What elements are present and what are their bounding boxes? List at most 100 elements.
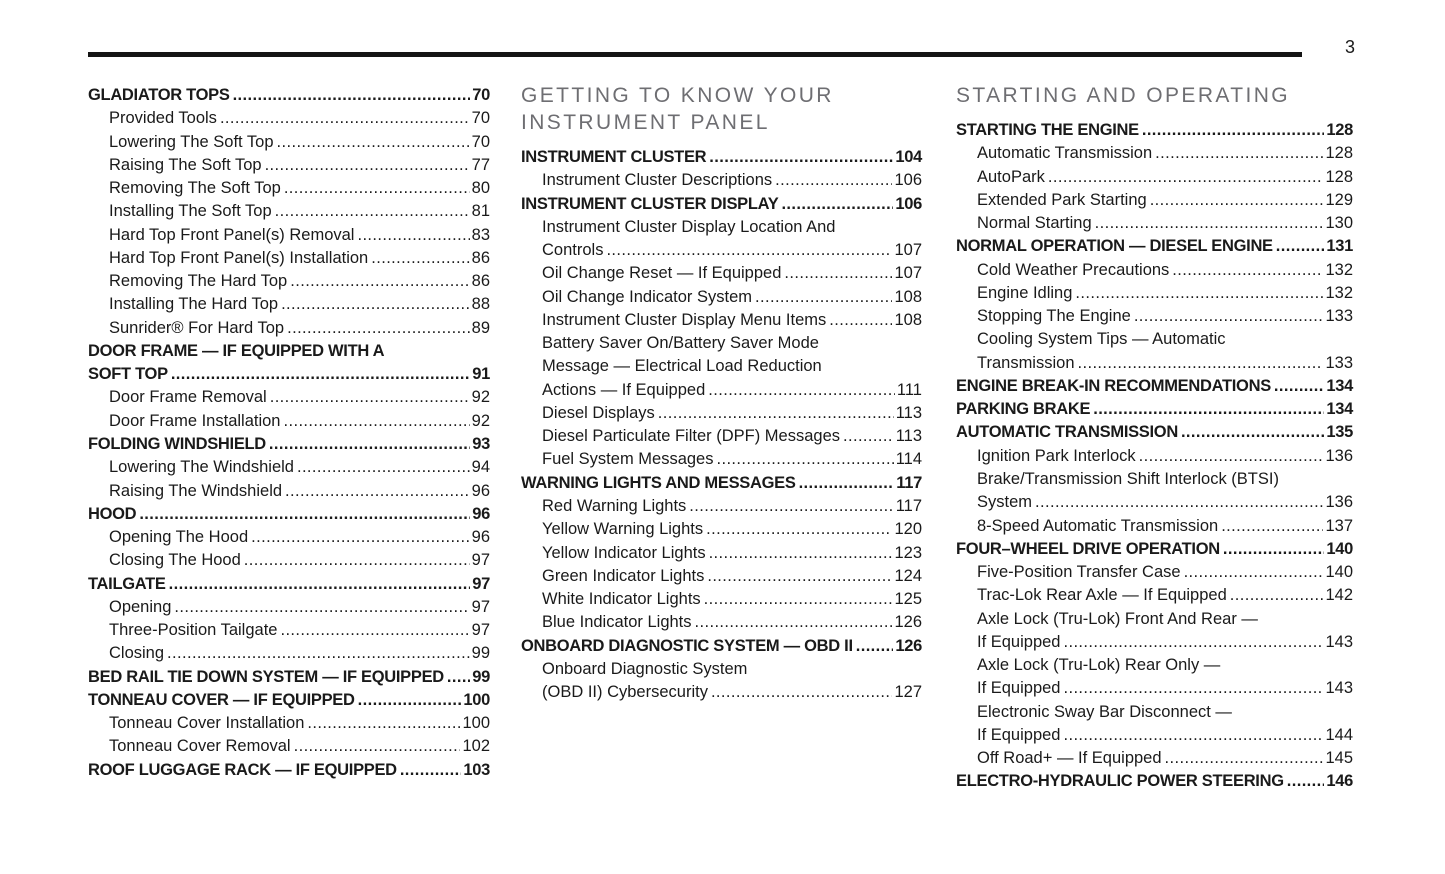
toc-dot-leader	[1165, 747, 1324, 770]
toc-row: Message — Electrical Load Reduction	[521, 355, 922, 378]
toc-label: Instrument Cluster Descriptions	[542, 171, 773, 190]
toc-label: Message — Electrical Load Reduction	[542, 357, 822, 376]
toc-label: STARTING THE ENGINE	[956, 121, 1139, 139]
toc-dot-leader	[281, 293, 470, 316]
toc-dot-leader	[1223, 538, 1324, 561]
toc-page-number: 106	[895, 194, 922, 213]
toc-row: Installing The Soft Top 81	[88, 200, 490, 223]
toc-page-number: 120	[894, 520, 922, 539]
toc-page-number: 93	[472, 434, 490, 453]
toc-row: White Indicator Lights 125	[521, 588, 922, 611]
toc-label: SOFT TOP	[88, 365, 168, 384]
toc-label: DOOR FRAME — IF EQUIPPED WITH A	[88, 341, 385, 360]
toc-page-number: 114	[895, 450, 922, 469]
toc-dot-leader	[1078, 352, 1324, 375]
toc-row: Cooling System Tips — Automatic	[956, 328, 1353, 351]
toc-label: Instrument Cluster Display Menu Items	[542, 310, 827, 329]
toc-row: Red Warning Lights 117	[521, 495, 922, 518]
section-header-line: STARTING AND OPERATING	[956, 84, 1291, 107]
toc-page-number: 77	[471, 155, 490, 174]
toc-page-number: 117	[896, 473, 922, 492]
toc-label: Three-Position Tailgate	[109, 621, 278, 640]
toc-label: Trac-Lok Rear Axle — If Equipped	[977, 586, 1227, 605]
toc-dot-leader	[251, 526, 470, 549]
toc-row: Raising The Soft Top 77	[88, 154, 490, 177]
toc-dot-leader	[1142, 119, 1325, 142]
toc-dot-leader	[174, 596, 469, 619]
toc-page-number: 135	[1326, 423, 1353, 442]
toc-page-number: 113	[895, 427, 922, 446]
toc-dot-leader	[220, 107, 470, 130]
toc-label: Hard Top Front Panel(s) Removal	[109, 225, 355, 244]
toc-page-number: 97	[471, 597, 490, 616]
toc-dot-leader	[265, 154, 470, 177]
toc-label: Battery Saver On/Battery Saver Mode	[542, 334, 819, 353]
toc-page-number: 108	[894, 310, 922, 329]
toc-page-number: 140	[1325, 563, 1353, 582]
toc-page-number: 104	[895, 148, 922, 166]
toc-label: FOUR–WHEEL DRIVE OPERATION	[956, 539, 1220, 558]
toc-dot-leader	[290, 270, 469, 293]
toc-page-number: 92	[471, 388, 490, 407]
toc-row: Tonneau Cover Installation 100	[88, 712, 490, 735]
toc-page-number: 113	[895, 403, 922, 422]
toc-row: Hard Top Front Panel(s) Installation 86	[88, 247, 490, 270]
toc-dot-leader	[1134, 305, 1324, 328]
toc-page-number: 111	[896, 380, 922, 399]
toc-label: PARKING BRAKE	[956, 400, 1091, 419]
toc-dot-leader	[171, 363, 470, 386]
toc-dot-leader	[297, 456, 470, 479]
toc-row: Engine Idling 132	[956, 282, 1353, 305]
toc-label: Lowering The Windshield	[109, 458, 294, 477]
toc-page-number: 123	[894, 543, 922, 562]
toc-dot-leader	[294, 735, 461, 758]
toc-dot-leader	[287, 317, 470, 340]
toc-dot-leader	[270, 386, 470, 409]
toc-page-number: 81	[471, 202, 490, 221]
toc-row: AutoPark 128	[956, 166, 1353, 189]
toc-row: Oil Change Indicator System 108	[521, 286, 922, 309]
toc-label: GLADIATOR TOPS	[88, 86, 230, 104]
toc-row: Transmission 133	[956, 352, 1353, 375]
toc-row: Provided Tools 70	[88, 107, 490, 130]
toc-row: Diesel Displays 113	[521, 402, 922, 425]
toc-dot-leader	[708, 379, 895, 402]
toc-row: Door Frame Removal 92	[88, 386, 490, 409]
toc-label: Cold Weather Precautions	[977, 260, 1170, 279]
toc-dot-leader	[711, 681, 893, 704]
toc-row: FOLDING WINDSHIELD 93	[88, 433, 490, 456]
toc-page-number: 129	[1325, 190, 1353, 209]
toc-dot-leader	[280, 619, 469, 642]
toc-label: Opening The Hood	[109, 528, 249, 547]
toc-row: ENGINE BREAK-IN RECOMMENDATIONS 134	[956, 375, 1353, 398]
toc-dot-leader	[400, 759, 462, 782]
toc-page-number: 142	[1325, 586, 1353, 605]
toc-label: 8-Speed Automatic Transmission	[977, 516, 1219, 535]
toc-row: Instrument Cluster Display Location And	[521, 216, 922, 239]
toc-row: AUTOMATIC TRANSMISSION 135	[956, 421, 1353, 444]
toc-dot-leader	[784, 262, 892, 285]
toc-page-number: 70	[471, 109, 490, 128]
toc-row: HOOD 96	[88, 503, 490, 526]
toc-page-number: 133	[1325, 307, 1353, 326]
toc-dot-leader	[1063, 724, 1323, 747]
toc-page-number: 100	[462, 714, 490, 733]
toc-page-number: 144	[1325, 725, 1353, 744]
toc-row: Blue Indicator Lights 126	[521, 611, 922, 634]
toc-dot-leader	[167, 642, 470, 665]
section-header-line: GETTING TO KNOW YOUR	[521, 84, 834, 107]
toc-label: If Equipped	[977, 725, 1061, 744]
toc-dot-leader	[707, 565, 892, 588]
toc-dot-leader	[139, 503, 470, 526]
toc-page-number: 96	[471, 528, 490, 547]
toc-label: FOLDING WINDSHIELD	[88, 434, 266, 453]
toc-label: If Equipped	[977, 632, 1061, 651]
toc-column-starting-operating: STARTING AND OPERATING STARTING THE ENGI…	[956, 82, 1353, 794]
toc-dot-leader	[1075, 282, 1323, 305]
toc-row: Lowering The Windshield 94	[88, 456, 490, 479]
toc-page-number: 92	[471, 411, 490, 430]
toc-page-number: 132	[1325, 260, 1353, 279]
toc-label: Provided Tools	[109, 109, 217, 128]
toc-row: Automatic Transmission 128	[956, 142, 1353, 165]
